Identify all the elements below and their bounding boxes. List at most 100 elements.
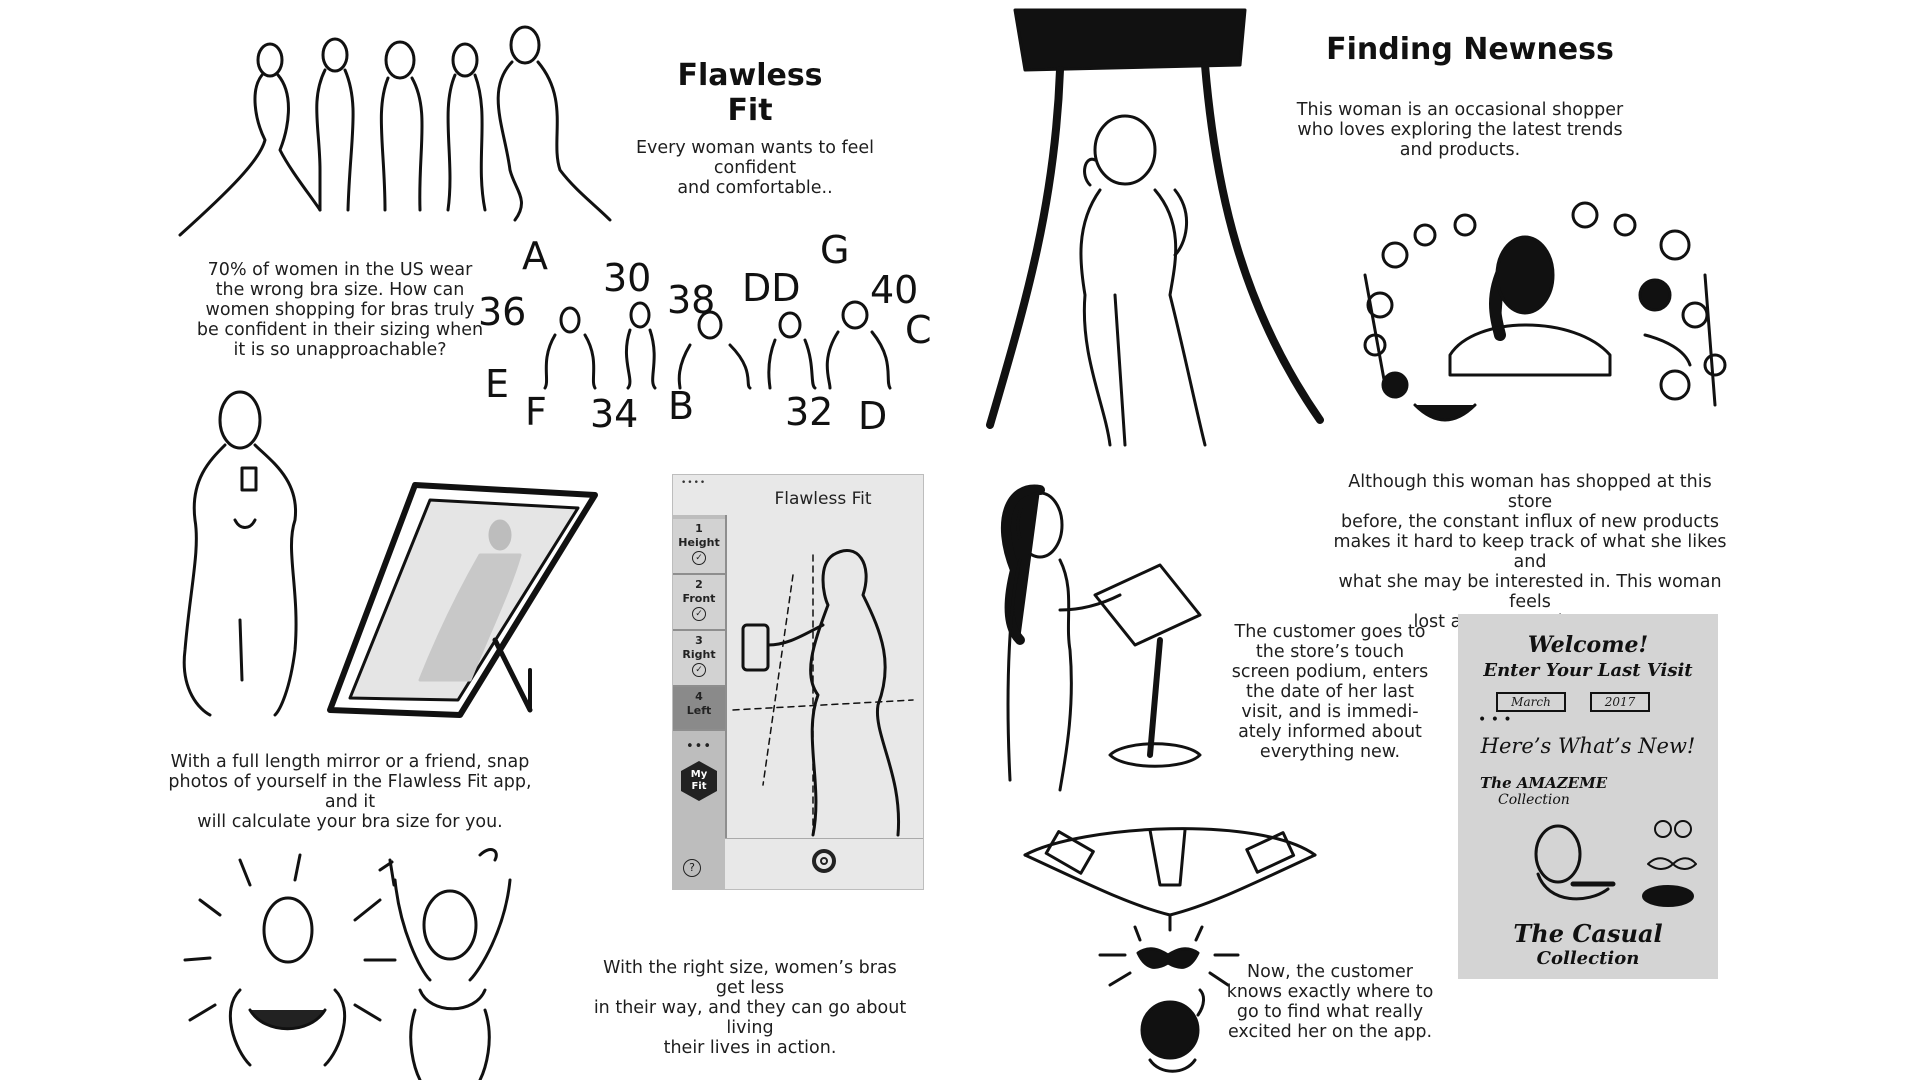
- check-icon: ✓: [692, 663, 706, 677]
- month-select[interactable]: March: [1496, 692, 1566, 712]
- size-label: 36: [478, 290, 527, 334]
- customer-at-podium-sketch: [1000, 484, 1202, 792]
- size-label: F: [525, 390, 547, 434]
- step-number: 1: [695, 522, 703, 535]
- collection-amazeme-sub: Collection: [1498, 792, 1570, 808]
- women-figures-sketch: [178, 25, 612, 237]
- collection-illustration: [1534, 820, 1697, 907]
- podium-line: visit, and is immedi-: [1241, 702, 1419, 722]
- camera-preview-figure: [732, 549, 914, 837]
- podium-text: The customer goes to the store’s touch s…: [1225, 622, 1435, 762]
- confident-women-sketch: [183, 848, 512, 1080]
- size-label: 34: [590, 392, 639, 436]
- my-fit-label: My: [690, 769, 708, 780]
- flawless-fit-app-screen: •••• Flawless Fit 1 Height ✓ 2 Front ✓ 3…: [672, 474, 924, 890]
- full-length-mirror-sketch: [327, 482, 598, 718]
- my-fit-button[interactable]: My Fit: [681, 761, 717, 801]
- step-label: Right: [682, 648, 716, 661]
- intro-line: This woman is an occasional shopper: [1296, 100, 1624, 120]
- size-label: G: [820, 228, 850, 272]
- step-label: Height: [678, 536, 720, 549]
- flawless-fit-intro: Every woman wants to feel confident and …: [620, 138, 890, 198]
- podium-line: the store’s touch: [1255, 642, 1405, 662]
- outcome-line: knows exactly where to: [1226, 982, 1434, 1002]
- enter-last-visit-label: Enter Your Last Visit: [1483, 660, 1693, 681]
- podium-line: the date of her last: [1246, 682, 1414, 702]
- size-label: E: [485, 362, 510, 406]
- whats-new-heading: Here’s What’s New!: [1480, 734, 1696, 758]
- step-number: 3: [695, 634, 703, 647]
- store-display-customer-sketch: [1023, 827, 1317, 1073]
- stat-line: be confident in their sizing when: [196, 320, 484, 340]
- problem-line: what she may be interested in. This woma…: [1338, 572, 1722, 612]
- outcome-line: go to find what really: [1236, 1002, 1424, 1022]
- finding-newness-intro: This woman is an occasional shopper who …: [1270, 100, 1650, 160]
- step-right[interactable]: 3 Right ✓: [673, 631, 725, 687]
- step-left[interactable]: 4 Left: [673, 687, 725, 731]
- problem-line: before, the constant influx of new produ…: [1341, 512, 1719, 532]
- result-line: With the right size, women’s bras get le…: [603, 958, 897, 998]
- signal-status: ••••: [681, 478, 707, 488]
- size-label: D: [858, 394, 888, 438]
- podium-line: The customer goes to: [1234, 622, 1426, 642]
- camera-controls: [725, 838, 923, 889]
- intro-line: who loves exploring the latest trends: [1297, 120, 1623, 140]
- podium-line: everything new.: [1259, 742, 1401, 762]
- problem-line: Although this woman has shopped at this …: [1348, 472, 1712, 512]
- woman-with-phone-sketch: [182, 390, 298, 717]
- step-label: Front: [682, 592, 716, 605]
- intro-line: and products.: [1399, 140, 1521, 160]
- small-figures-sketch: [543, 300, 892, 390]
- step-number: 2: [695, 578, 703, 591]
- result-text: With the right size, women’s bras get le…: [590, 958, 910, 1058]
- problem-line: makes it hard to keep track of what she …: [1333, 532, 1727, 572]
- welcome-heading: Welcome!: [1527, 632, 1649, 658]
- step-label: Left: [686, 704, 712, 717]
- size-label: 38: [667, 278, 716, 322]
- ellipsis: • • •: [1478, 712, 1512, 728]
- stat-line: women shopping for bras truly: [205, 300, 475, 320]
- intro-line: Every woman wants to feel confident: [635, 138, 875, 178]
- size-label: B: [668, 384, 695, 428]
- outcome-text: Now, the customer knows exactly where to…: [1225, 962, 1435, 1042]
- result-line: in their way, and they can go about livi…: [593, 998, 907, 1038]
- collection-amazeme-title[interactable]: The AMAZEME: [1480, 774, 1608, 792]
- problem-text: Although this woman has shopped at this …: [1325, 472, 1735, 632]
- store-entrance-woman-sketch: [986, 8, 1324, 447]
- mirror-line: photos of yourself in the Flawless Fit a…: [168, 772, 532, 812]
- app-title: Flawless Fit: [774, 489, 872, 509]
- help-icon[interactable]: ?: [683, 859, 701, 877]
- my-fit-label: Fit: [691, 781, 707, 792]
- podium-line: screen podium, enters: [1231, 662, 1429, 682]
- collection-casual-sub: Collection: [1536, 948, 1640, 969]
- size-label: 30: [603, 256, 652, 300]
- outcome-line: Now, the customer: [1247, 962, 1413, 982]
- more-steps-indicator: •••: [685, 739, 712, 754]
- stat-line: it is so unapproachable?: [233, 340, 447, 360]
- step-height[interactable]: 1 Height ✓: [673, 519, 725, 575]
- year-select[interactable]: 2017: [1590, 692, 1650, 712]
- podium-welcome-screen: Welcome! Enter Your Last Visit March 201…: [1458, 614, 1718, 979]
- bra-size-stat-text: 70% of women in the US wear the wrong br…: [195, 260, 485, 360]
- podium-line: ately informed about: [1238, 722, 1422, 742]
- size-label: A: [522, 234, 548, 278]
- outcome-line: excited her on the app.: [1227, 1022, 1433, 1042]
- size-label: DD: [742, 266, 801, 310]
- finding-newness-title: Finding Newness: [1326, 32, 1614, 67]
- stat-line: 70% of women in the US wear: [207, 260, 473, 280]
- intro-line: and comfortable..: [677, 178, 833, 198]
- step-front[interactable]: 2 Front ✓: [673, 575, 725, 631]
- collection-casual-title[interactable]: The Casual: [1513, 919, 1663, 948]
- result-line: their lives in action.: [663, 1038, 837, 1058]
- shutter-button[interactable]: [812, 849, 836, 873]
- mirror-line: With a full length mirror or a friend, s…: [170, 752, 530, 772]
- size-label: 32: [785, 390, 834, 434]
- step-number: 4: [695, 690, 703, 703]
- mirror-line: will calculate your bra size for you.: [197, 812, 503, 832]
- size-label: 40: [870, 268, 919, 312]
- step-sidebar: 1 Height ✓ 2 Front ✓ 3 Right ✓ 4 Left ••…: [673, 515, 727, 889]
- check-icon: ✓: [692, 551, 706, 565]
- overwhelming-products-sketch: [1363, 201, 1727, 422]
- stat-line: the wrong bra size. How can: [215, 280, 465, 300]
- size-label: C: [905, 308, 932, 352]
